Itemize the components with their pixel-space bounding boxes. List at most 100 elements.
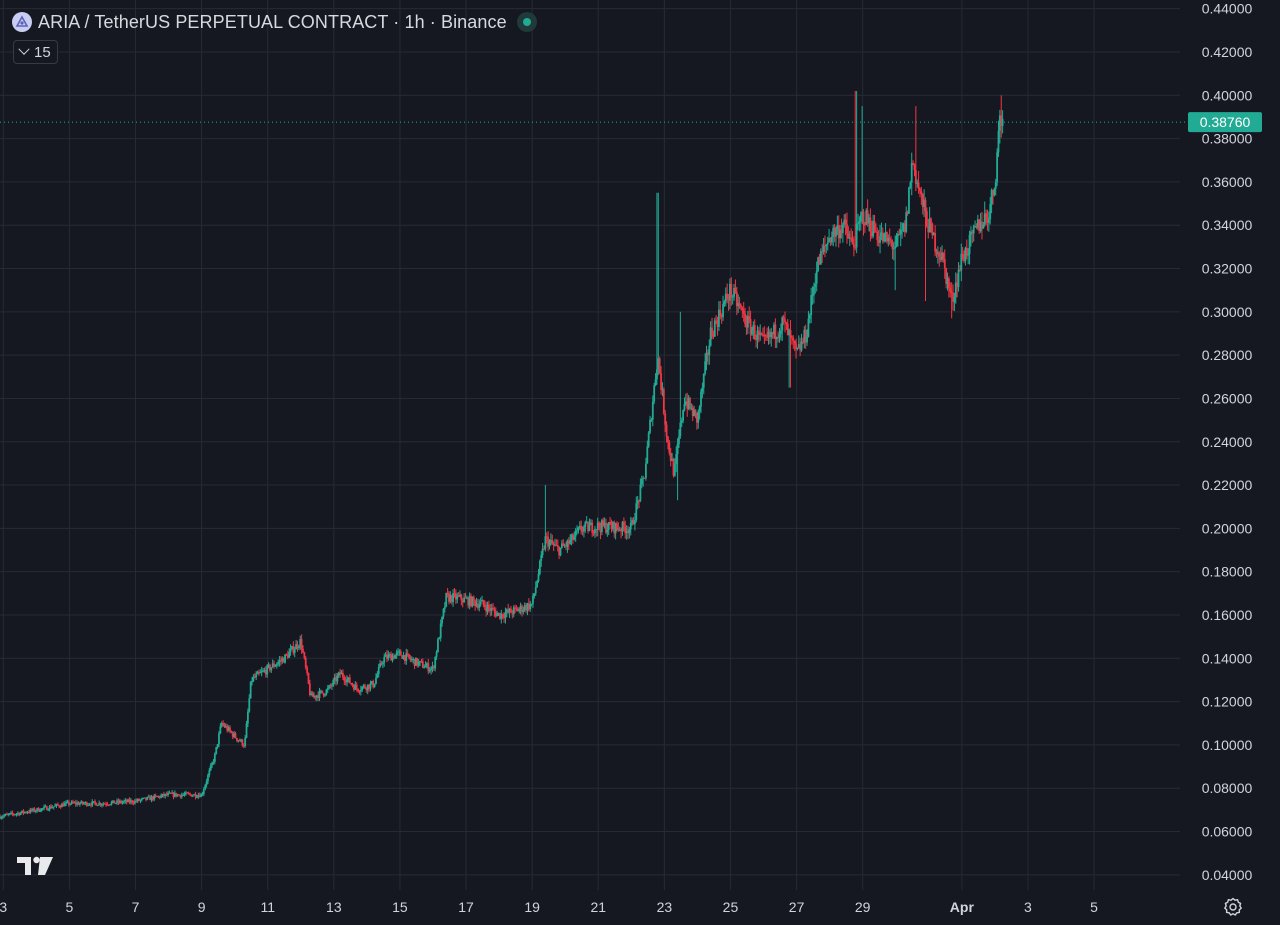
candle-body xyxy=(205,781,208,786)
candle-body xyxy=(924,199,927,212)
candle-body xyxy=(238,740,241,742)
candle-body xyxy=(855,224,858,248)
candle-body xyxy=(416,658,419,666)
candle-body xyxy=(936,252,939,254)
aria-coin-icon[interactable] xyxy=(12,12,32,32)
candle-body xyxy=(322,692,325,696)
candle-body xyxy=(266,665,269,675)
candle-body xyxy=(430,668,432,670)
settings-gear-icon[interactable] xyxy=(1222,896,1244,918)
candle-body xyxy=(395,652,398,655)
candle-body xyxy=(446,592,449,594)
candle-body xyxy=(738,303,741,306)
candle-body xyxy=(865,210,868,225)
candle-body xyxy=(770,332,773,338)
y-axis-tick-label: 0.34000 xyxy=(1202,217,1253,233)
candle-body xyxy=(621,521,624,532)
candle-body xyxy=(660,373,662,390)
candle-body xyxy=(84,802,87,804)
candle-body xyxy=(390,654,393,661)
candle-body xyxy=(931,223,934,236)
candle-body xyxy=(85,802,88,806)
candle-body xyxy=(333,677,336,681)
candle-body xyxy=(818,257,821,265)
candle-body xyxy=(308,683,311,696)
candle-body xyxy=(846,224,848,234)
candle-body xyxy=(733,288,735,297)
candle-body xyxy=(968,234,971,254)
candle-body xyxy=(475,603,478,606)
candle-body xyxy=(267,664,270,666)
candle-body xyxy=(460,594,463,601)
candle-body xyxy=(903,223,906,232)
candle-body xyxy=(859,215,862,222)
candle-body xyxy=(432,666,435,669)
candle-body xyxy=(841,224,844,234)
candle-body xyxy=(439,623,442,638)
candle-body xyxy=(306,667,309,673)
candle-body xyxy=(109,804,112,806)
candle-body xyxy=(983,213,986,225)
candle-body xyxy=(438,637,441,640)
candle-body xyxy=(72,801,74,803)
candle-body xyxy=(342,672,344,678)
candle-body xyxy=(48,806,51,810)
candle-body xyxy=(47,809,50,811)
candle-body xyxy=(836,225,839,230)
candle-body xyxy=(661,389,664,391)
candle-body xyxy=(847,233,850,239)
candle-body xyxy=(880,232,883,236)
candle-body xyxy=(40,808,43,812)
candle-body xyxy=(365,688,368,691)
candle-body xyxy=(912,163,914,165)
candle-body xyxy=(226,726,229,731)
candle-body xyxy=(990,190,993,205)
candle-body xyxy=(617,527,620,531)
candle-body xyxy=(948,278,950,289)
candle-body xyxy=(592,532,595,534)
candle-body xyxy=(193,794,196,796)
candle-body xyxy=(657,358,660,370)
candle-body xyxy=(764,335,767,337)
candle-body xyxy=(658,358,661,374)
candle-body xyxy=(976,219,979,228)
candle-body xyxy=(83,803,85,805)
candle-body xyxy=(795,343,797,350)
candle-body xyxy=(102,803,105,805)
candle-body xyxy=(740,305,742,308)
candle-body xyxy=(587,522,589,532)
tradingview-logo-icon[interactable] xyxy=(16,854,54,876)
candle-body xyxy=(589,522,592,525)
symbol-title[interactable]: ARIA / TetherUS PERPETUAL CONTRACT · 1h … xyxy=(38,11,507,32)
candle-body xyxy=(54,805,56,807)
candle-body xyxy=(533,593,536,596)
indicators-toggle-button[interactable]: 15 xyxy=(13,40,58,64)
candle-body xyxy=(408,654,410,658)
candle-body xyxy=(95,802,98,806)
y-axis-tick-label: 0.18000 xyxy=(1202,564,1253,580)
candle-body xyxy=(489,607,492,612)
candle-body xyxy=(523,605,526,611)
candle-body xyxy=(730,283,733,297)
candle-body xyxy=(762,334,764,336)
candle-body xyxy=(704,361,707,374)
candle-body xyxy=(292,646,295,653)
x-axis-tick-label: 5 xyxy=(1090,899,1098,915)
candle-body xyxy=(449,595,452,602)
candle-body xyxy=(34,810,37,812)
candle-body xyxy=(901,229,903,231)
candle-body xyxy=(212,761,215,763)
candle-body xyxy=(488,604,490,608)
candle-body xyxy=(441,616,443,624)
candle-body xyxy=(759,333,762,335)
candle-body xyxy=(328,685,331,689)
candle-body xyxy=(507,609,510,613)
candle-body xyxy=(906,212,909,214)
candle-body xyxy=(242,745,245,747)
candle-body xyxy=(281,658,284,661)
candle-body xyxy=(965,247,968,256)
candle-body xyxy=(94,801,96,803)
candle-body xyxy=(189,793,191,795)
candle-body xyxy=(971,231,974,234)
